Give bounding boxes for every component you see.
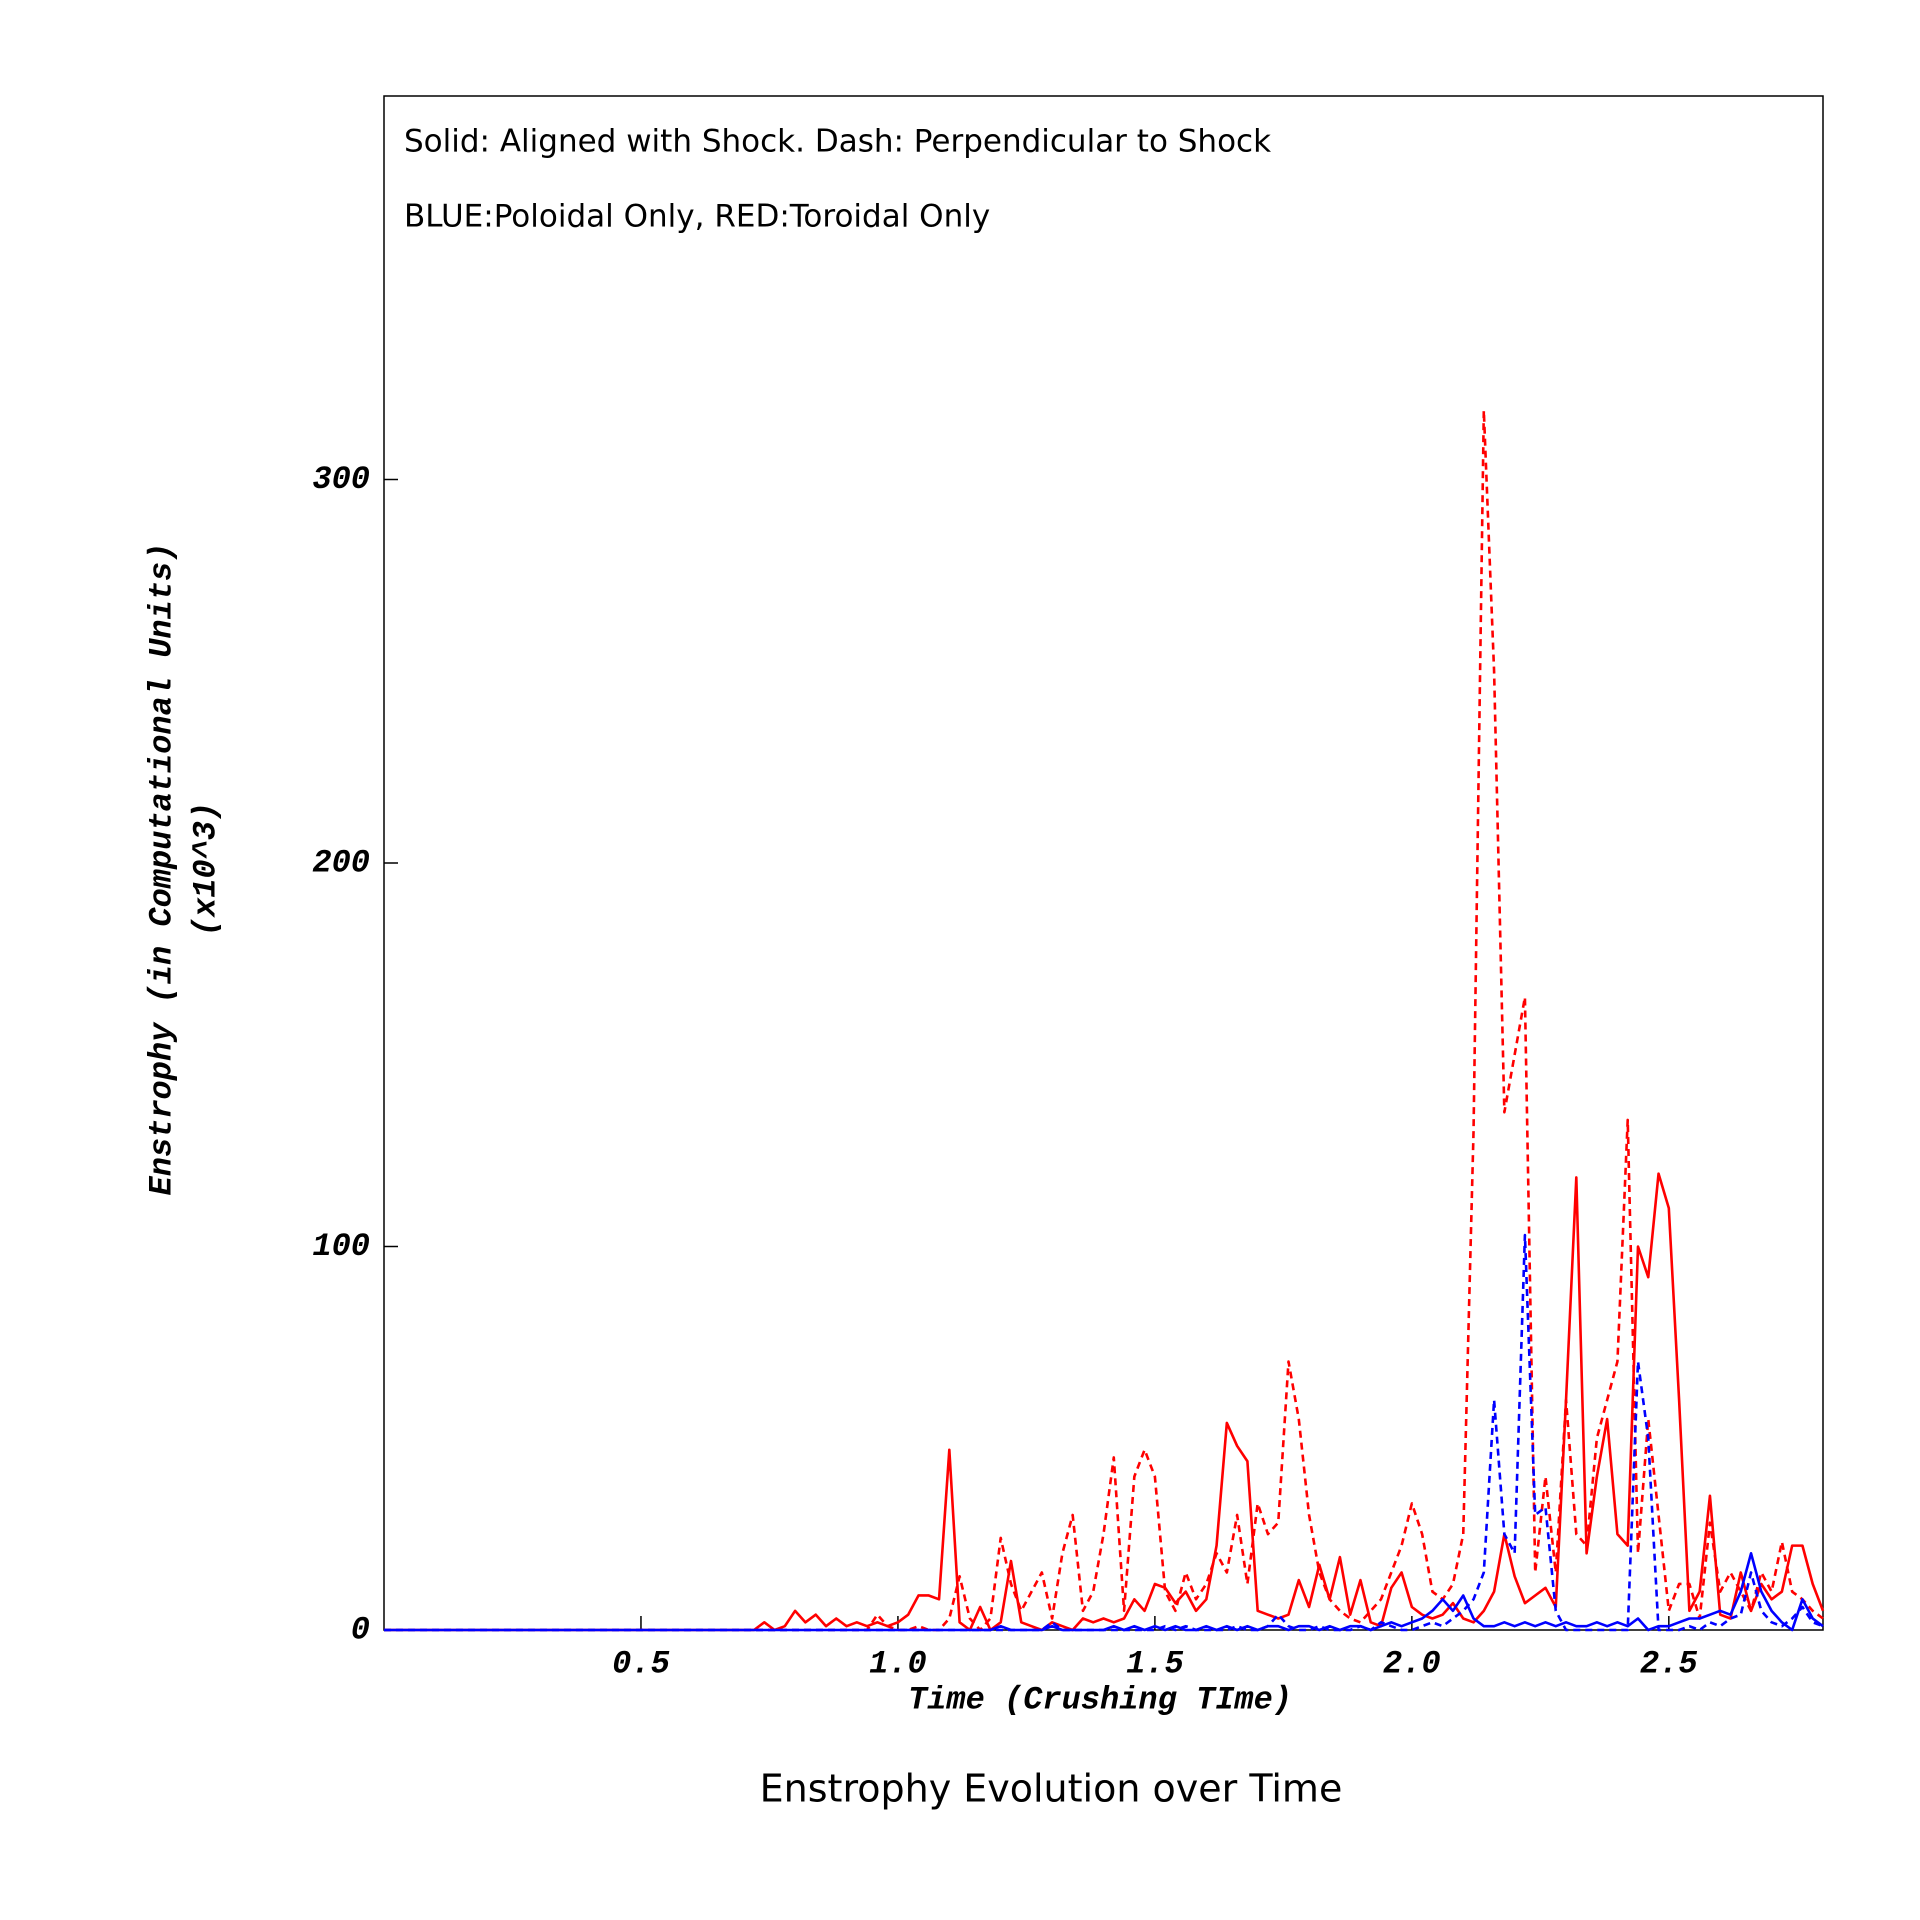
plot-frame xyxy=(383,95,1824,1631)
y-axis-label: Enstrophy (in Computational Units) xyxy=(143,543,180,1196)
x-tick-label: 0.5 xyxy=(612,1645,670,1682)
annotation: Solid: Aligned with Shock. Dash: Perpend… xyxy=(404,124,1271,160)
series-line xyxy=(384,1233,1824,1632)
series-line xyxy=(384,1172,1825,1632)
annotation: BLUE:Poloidal Only, RED:Toroidal Only xyxy=(404,199,990,235)
y-tick-label: 100 xyxy=(312,1228,370,1265)
y-tick-label: 300 xyxy=(312,461,370,498)
series-line xyxy=(384,409,1824,1632)
chart-title: Enstrophy Evolution over Time xyxy=(760,1767,1343,1811)
y-tick-label: 0 xyxy=(351,1611,370,1648)
y-axis-label: (x10^3) xyxy=(187,802,224,936)
x-tick-label: 1.5 xyxy=(1126,1645,1184,1682)
x-tick-label: 2.0 xyxy=(1383,1645,1441,1682)
x-tick-label: 1.0 xyxy=(869,1645,927,1682)
x-tick-label: 2.5 xyxy=(1640,1645,1698,1682)
y-tick-label: 200 xyxy=(312,844,370,881)
x-axis-label: Time (Crushing TIme) xyxy=(908,1681,1292,1718)
